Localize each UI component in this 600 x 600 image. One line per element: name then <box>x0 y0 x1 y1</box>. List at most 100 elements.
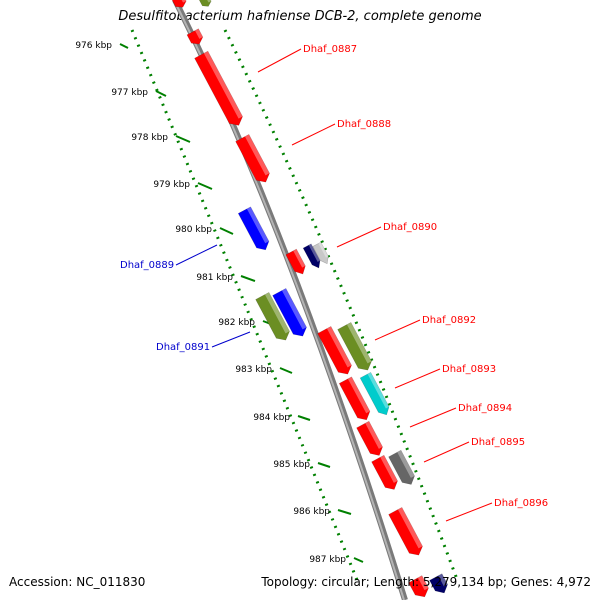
gene-arrow-shine <box>326 326 352 368</box>
gene-arrow-body <box>171 0 187 8</box>
tick-mark <box>317 462 331 468</box>
gene-arrow-body <box>255 292 290 341</box>
gene-arrow <box>255 292 290 341</box>
gene-arrow <box>338 376 371 421</box>
gene-label-leader <box>175 244 218 266</box>
genome-title: Desulfitobacterium hafniense DCB-2, comp… <box>118 9 482 24</box>
gene-label: Dhaf_0891 <box>156 342 210 353</box>
tick-mark <box>219 227 234 235</box>
gene-arrow-body <box>237 206 270 251</box>
tick-mark <box>119 43 129 49</box>
gene-label: Dhaf_0889 <box>120 260 174 271</box>
gene-arrow <box>359 371 390 416</box>
gene-arrow-shine <box>367 372 390 409</box>
gene-arrow <box>429 573 448 594</box>
gene-block <box>171 0 187 8</box>
gene-label: Dhaf_0895 <box>471 437 525 448</box>
gene-label-leader <box>394 368 441 389</box>
gene-arrow-body <box>359 371 390 416</box>
gene-arrow <box>272 288 307 337</box>
gene-arrow-shine <box>397 450 415 478</box>
gene-arrow-shine <box>308 243 321 262</box>
gene-label-leader <box>291 123 336 146</box>
gene-arrow-body <box>317 326 352 375</box>
gene-label-leader <box>336 226 382 248</box>
tick-mark <box>175 135 191 143</box>
tick-mark <box>353 557 364 563</box>
gene-label-leader <box>211 331 251 348</box>
gene-arrow-shine <box>203 51 243 119</box>
gene-label: Dhaf_0892 <box>422 315 476 326</box>
gene-arrow-shine <box>380 455 398 483</box>
gene-label-leader <box>257 48 302 73</box>
gene-arrow-body <box>337 322 372 371</box>
tick-mark <box>297 415 311 421</box>
gene-arrow-body <box>408 575 429 598</box>
gene-arrow <box>356 420 383 456</box>
scale-tick-label: 976 kbp <box>75 41 112 51</box>
gene-label-leader <box>423 441 470 463</box>
gene-arrow-shine <box>246 206 269 244</box>
scale-tick-label: 987 kbp <box>309 555 346 565</box>
gene-arrow-body <box>285 248 306 275</box>
gene-label-leader <box>445 502 493 522</box>
scale-tick-label: 978 kbp <box>131 133 168 143</box>
gene-arrow-body <box>198 0 212 7</box>
gene-arrow <box>388 507 423 556</box>
gene-arrow-body <box>186 28 204 45</box>
gene-arrow <box>371 454 398 490</box>
tick-mark <box>240 275 256 282</box>
gene-arrow-body <box>312 241 329 265</box>
gene-arrow-body <box>429 573 448 594</box>
gene-label-leader <box>409 407 457 428</box>
gene-arrow-body <box>338 376 371 421</box>
gene-arrow <box>312 241 329 265</box>
gene-arrow <box>388 449 415 485</box>
scale-tick-label: 983 kbp <box>235 365 272 375</box>
gene-arrow-shine <box>205 0 212 3</box>
gene-block <box>198 0 212 7</box>
gene-arrow-body <box>235 134 270 183</box>
gene-label: Dhaf_0887 <box>303 44 357 55</box>
gene-arrow-body <box>388 449 415 485</box>
gene-arrow <box>285 248 306 275</box>
gene-arrow-shine <box>195 28 203 39</box>
gene-arrow <box>317 326 352 375</box>
gene-arrow-shine <box>281 288 307 330</box>
gene-arrow-shine <box>346 322 372 364</box>
accession-label: Accession: NC_011830 <box>9 575 146 589</box>
scale-tick-label: 984 kbp <box>253 413 290 423</box>
tick-mark <box>279 367 293 374</box>
outer-tick-track <box>223 29 460 583</box>
gene-block <box>186 28 204 45</box>
gene-label: Dhaf_0896 <box>494 498 548 509</box>
gene-arrow-body <box>356 420 383 456</box>
tick-mark <box>337 509 352 515</box>
gene-arrow <box>237 206 270 251</box>
gene-arrow-shine <box>179 0 187 3</box>
scale-tick-label: 986 kbp <box>293 507 330 517</box>
gene-arrow-shine <box>347 376 370 414</box>
genome-info-label: Topology: circular; Length: 5,279,134 bp… <box>261 575 591 589</box>
gene-arrow-body <box>302 243 321 269</box>
gene-label: Dhaf_0888 <box>337 119 391 130</box>
gene-arrow-shine <box>438 573 448 587</box>
gene-arrow <box>302 243 321 269</box>
gene-arrow <box>408 575 429 598</box>
gene-arrow <box>337 322 372 371</box>
scale-tick-label: 982 kbp <box>218 318 255 328</box>
gene-arrow-shine <box>264 292 290 334</box>
gene-label: Dhaf_0894 <box>458 403 512 414</box>
gene-arrow-body <box>388 507 423 556</box>
scale-tick-label: 985 kbp <box>273 460 310 470</box>
scale-tick-label: 977 kbp <box>111 88 148 98</box>
tick-mark <box>197 182 213 190</box>
tick-mark <box>155 90 167 97</box>
gene-arrow-shine <box>365 421 383 449</box>
gene-arrow <box>235 134 270 183</box>
gene-arrow-shine <box>417 575 429 591</box>
gene-arrow-shine <box>397 507 423 549</box>
gene-label-leader <box>374 319 421 341</box>
